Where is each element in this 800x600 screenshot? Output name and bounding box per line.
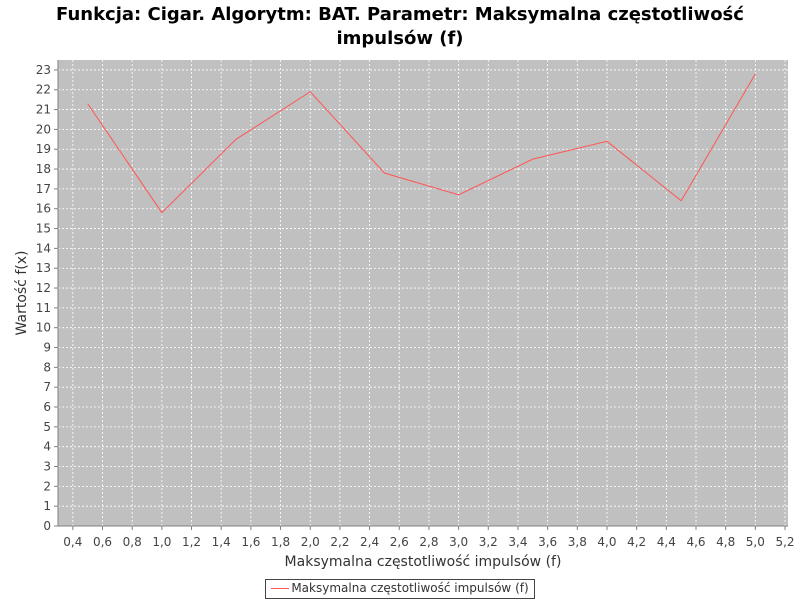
data-point (383, 172, 386, 175)
x-tick-label: 1,6 (241, 535, 260, 549)
x-tick-label: 4,0 (597, 535, 616, 549)
data-point (86, 102, 89, 105)
y-tick-label: 6 (43, 400, 51, 414)
x-tick-label: 2,6 (390, 535, 409, 549)
y-tick-label: 8 (43, 360, 51, 374)
x-tick-label: 3,6 (538, 535, 557, 549)
y-tick-label: 3 (43, 460, 51, 474)
y-tick-label: 22 (36, 83, 51, 97)
y-axis-label: Wartość f(x) (14, 251, 30, 336)
grid (58, 60, 788, 527)
x-axis-label: Maksymalna częstotliwość impulsów (f) (285, 554, 562, 570)
y-tick-label: 15 (36, 222, 51, 236)
legend-item: Maksymalna częstotliwość impulsów (f) (265, 579, 535, 599)
chart-title-line-1: Funkcja: Cigar. Algorytm: BAT. Parametr:… (56, 4, 744, 25)
x-tick-label: 5,0 (746, 535, 765, 549)
y-tick-label: 5 (43, 420, 51, 434)
x-tick-label: 3,4 (508, 535, 527, 549)
x-tick-label: 2,8 (419, 535, 438, 549)
y-tick-label: 9 (43, 341, 51, 355)
chart-title: Funkcja: Cigar. Algorytm: BAT. Parametr:… (0, 3, 800, 51)
data-point (309, 90, 312, 93)
x-tick-label: 4,4 (657, 535, 676, 549)
y-tick-label: 13 (36, 261, 51, 275)
data-point (457, 193, 460, 196)
axes: 012345678910111213141516171819202122230,… (36, 60, 795, 549)
x-tick-label: 0,6 (93, 535, 112, 549)
y-tick-label: 14 (36, 241, 51, 255)
x-tick-label: 4,2 (627, 535, 646, 549)
chart-title-line-2: impulsów (f) (336, 28, 464, 49)
series-layer (86, 72, 757, 214)
x-tick-label: 1,2 (182, 535, 201, 549)
x-tick-label: 1,4 (212, 535, 231, 549)
y-tick-label: 11 (36, 301, 51, 315)
y-tick-label: 4 (43, 440, 51, 454)
data-point (605, 140, 608, 143)
y-tick-label: 23 (36, 63, 51, 77)
x-tick-label: 0,4 (63, 535, 82, 549)
y-tick-label: 7 (43, 380, 51, 394)
data-point (235, 138, 238, 141)
y-tick-label: 12 (36, 281, 51, 295)
x-tick-label: 3,8 (568, 535, 587, 549)
x-tick-label: 2,4 (360, 535, 379, 549)
y-tick-label: 19 (36, 142, 51, 156)
x-tick-label: 0,8 (123, 535, 142, 549)
y-tick-label: 16 (36, 202, 51, 216)
y-tick-label: 2 (43, 479, 51, 493)
data-point (531, 158, 534, 161)
x-tick-label: 2,2 (330, 535, 349, 549)
data-point (680, 199, 683, 202)
x-tick-label: 1,0 (152, 535, 171, 549)
x-tick-label: 2,0 (301, 535, 320, 549)
x-tick-label: 4,8 (716, 535, 735, 549)
plot-area (58, 60, 788, 526)
x-tick-label: 1,8 (271, 535, 290, 549)
legend: Maksymalna częstotliwość impulsów (f) (0, 577, 800, 599)
x-tick-label: 3,0 (449, 535, 468, 549)
x-tick-label: 3,2 (479, 535, 498, 549)
x-tick-label: 4,6 (686, 535, 705, 549)
y-tick-label: 20 (36, 122, 51, 136)
y-tick-label: 10 (36, 321, 51, 335)
x-tick-label: 5,2 (775, 535, 794, 549)
y-tick-label: 21 (36, 103, 51, 117)
legend-line-swatch (271, 588, 290, 589)
y-tick-label: 17 (36, 182, 51, 196)
y-tick-label: 1 (43, 499, 51, 513)
y-tick-label: 18 (36, 162, 51, 176)
y-tick-label: 0 (43, 519, 51, 533)
legend-label: Maksymalna częstotliwość impulsów (f) (291, 581, 529, 595)
series-line (87, 73, 756, 214)
data-point (160, 211, 163, 214)
data-point (754, 72, 757, 75)
